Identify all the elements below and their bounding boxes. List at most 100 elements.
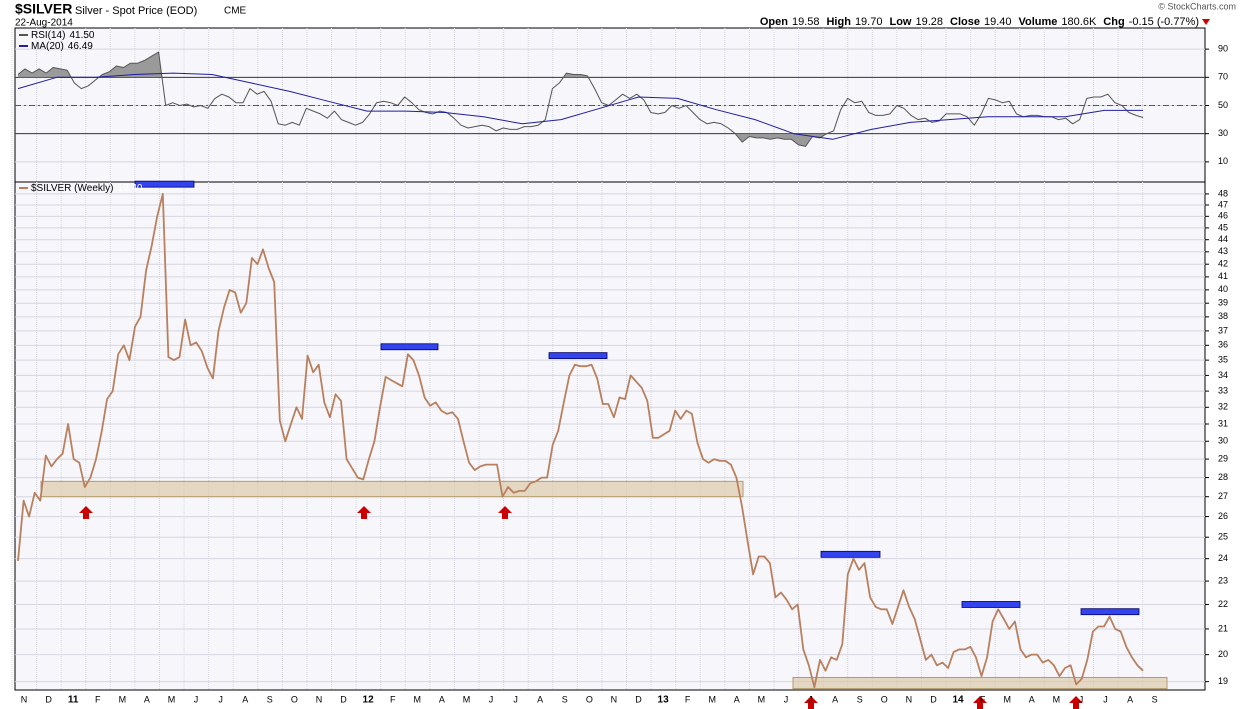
- y-tick-label: 10: [1218, 156, 1228, 166]
- quote-value: 19.40: [984, 16, 1012, 28]
- y-tick-label: 40: [1218, 284, 1228, 294]
- y-tick-label: 34: [1218, 370, 1228, 380]
- legend-name: MA(20): [31, 41, 64, 52]
- quote-value: -0.15 (-0.77%): [1129, 16, 1199, 28]
- y-tick-label: 38: [1218, 311, 1228, 321]
- x-tick-label: A: [1029, 694, 1035, 704]
- rsi-zone-fill: [735, 133, 827, 147]
- red-arrow: [1069, 696, 1083, 709]
- x-tick-label: J: [1079, 694, 1084, 704]
- x-tick-label: 11: [68, 695, 79, 706]
- quote-label: Volume: [1019, 16, 1058, 28]
- x-tick-label: S: [857, 694, 863, 704]
- x-tick-label: A: [242, 694, 248, 704]
- legend-entry: $SILVER (Weekly) 19.40: [31, 183, 143, 194]
- quote-label: Close: [950, 16, 980, 28]
- resistance-bar: [1080, 608, 1140, 616]
- y-tick-label: 36: [1218, 340, 1228, 350]
- y-tick-label: 25: [1218, 532, 1228, 542]
- y-tick-label: 43: [1218, 246, 1228, 256]
- x-tick-label: M: [1053, 694, 1061, 704]
- x-tick-label: M: [119, 694, 127, 704]
- series-line: [17, 193, 1144, 689]
- red-arrow: [498, 506, 512, 519]
- x-tick-label: F: [685, 694, 691, 704]
- quote-value: 19.58: [792, 16, 820, 28]
- legend-value: 19.40: [117, 183, 142, 194]
- x-tick-label: S: [1152, 694, 1158, 704]
- resistance-bar: [548, 352, 608, 360]
- y-tick-label: 37: [1218, 325, 1228, 335]
- y-tick-label: 22: [1218, 599, 1228, 609]
- x-tick-label: M: [463, 694, 471, 704]
- x-tick-label: A: [144, 694, 150, 704]
- quote-label: High: [826, 16, 851, 28]
- quote-value: 19.70: [855, 16, 883, 28]
- x-tick-label: M: [1003, 694, 1011, 704]
- panel: [14, 181, 1206, 691]
- resistance-bar: [380, 343, 439, 351]
- y-tick-label: 35: [1218, 355, 1228, 365]
- x-tick-label: A: [734, 694, 740, 704]
- x-tick-label: J: [808, 694, 813, 704]
- legend-value: 46.49: [68, 41, 93, 52]
- legend-name: $SILVER (Weekly): [31, 183, 113, 194]
- red-arrow: [79, 506, 93, 519]
- y-tick-label: 50: [1218, 100, 1228, 110]
- instrument-name: Silver - Spot Price (EOD): [75, 5, 197, 17]
- copyright: © StockCharts.com: [1158, 1, 1236, 11]
- down-arrow: [1202, 19, 1210, 25]
- quote-label: Open: [760, 16, 788, 28]
- x-tick-label: D: [635, 694, 642, 704]
- x-tick-label: J: [218, 694, 223, 704]
- resistance-bar: [820, 550, 881, 558]
- red-arrow: [357, 506, 371, 519]
- x-tick-label: M: [708, 694, 716, 704]
- y-tick-label: 46: [1218, 211, 1228, 221]
- x-tick-label: A: [439, 694, 445, 704]
- y-tick-label: 33: [1218, 385, 1228, 395]
- legend-value: 41.50: [69, 30, 94, 41]
- y-tick-label: 47: [1218, 199, 1228, 209]
- x-tick-label: J: [784, 694, 789, 704]
- y-tick-label: 24: [1218, 553, 1228, 563]
- legend-name: RSI(14): [31, 30, 65, 41]
- x-tick-label: M: [758, 694, 766, 704]
- support-zone: [40, 480, 744, 498]
- y-tick-label: 21: [1218, 623, 1228, 633]
- series-line: [17, 51, 1144, 147]
- red-arrow: [973, 696, 987, 709]
- x-tick-label: O: [586, 694, 593, 704]
- x-tick-label: J: [513, 694, 518, 704]
- support-zone: [792, 676, 1168, 690]
- quote: Open 19.58 High 19.70 Low 19.28 Close 19.40 Volu…: [760, 16, 1199, 28]
- symbol: $SILVER: [15, 1, 72, 17]
- x-tick-label: F: [980, 694, 986, 704]
- x-tick-label: D: [45, 694, 52, 704]
- y-tick-label: 41: [1218, 271, 1228, 281]
- x-tick-label: 12: [363, 695, 375, 706]
- quote-value: 19.28: [915, 16, 943, 28]
- series-line: [17, 72, 1143, 140]
- y-tick-label: 27: [1218, 491, 1228, 501]
- x-tick-label: M: [168, 694, 176, 704]
- y-tick-label: 45: [1218, 222, 1228, 232]
- x-tick-label: J: [1103, 694, 1108, 704]
- y-tick-label: 39: [1218, 298, 1228, 308]
- x-tick-label: N: [611, 694, 618, 704]
- x-tick-label: A: [1127, 694, 1133, 704]
- y-tick-label: 42: [1218, 259, 1228, 269]
- resistance-bar: [961, 601, 1021, 608]
- y-tick-label: 26: [1218, 511, 1228, 521]
- x-tick-label: N: [316, 694, 323, 704]
- x-tick-label: A: [537, 694, 543, 704]
- x-tick-label: M: [414, 694, 422, 704]
- y-tick-label: 30: [1218, 436, 1228, 446]
- y-tick-label: 29: [1218, 453, 1228, 463]
- x-tick-label: N: [21, 694, 28, 704]
- x-tick-label: A: [832, 694, 838, 704]
- quote-label: Chg: [1103, 16, 1124, 28]
- red-arrow: [804, 696, 818, 709]
